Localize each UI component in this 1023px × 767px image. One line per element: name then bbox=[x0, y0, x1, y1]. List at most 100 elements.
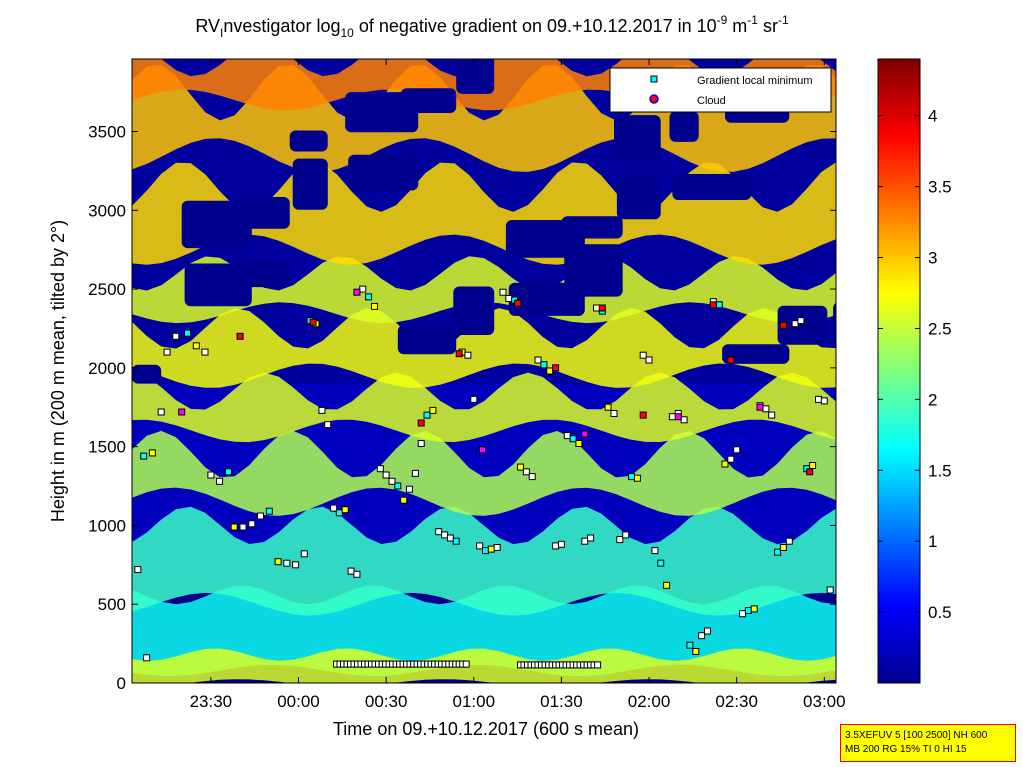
gradient-minimum-point bbox=[493, 544, 501, 551]
y-tick-label: 1500 bbox=[88, 438, 126, 457]
heat-gap bbox=[456, 59, 495, 94]
heat-layer-surface-yellow bbox=[132, 648, 836, 683]
cloud-point bbox=[756, 403, 764, 411]
gradient-minimum-point bbox=[581, 537, 589, 545]
gradient-minimum-point bbox=[230, 523, 238, 531]
gradient-minimum-point bbox=[826, 586, 834, 594]
settings-line-2: MB 200 RG 15% TI 0 HI 15 bbox=[845, 744, 967, 755]
gradient-minimum-point bbox=[733, 446, 741, 454]
gradient-minimum-point bbox=[257, 512, 264, 520]
gradient-minimum-point bbox=[657, 559, 665, 567]
gradient-minimum-point bbox=[184, 329, 191, 337]
gradient-minimum-point bbox=[505, 295, 513, 302]
gradient-minimum-point bbox=[552, 542, 560, 550]
gradient-minimum-point bbox=[283, 559, 291, 567]
gradient-minimum-point bbox=[633, 474, 641, 482]
gradient-minimum-point bbox=[540, 361, 548, 369]
cloud-point bbox=[455, 350, 463, 358]
legend-marker-gradient-min bbox=[650, 75, 658, 83]
gradient-minimum-point bbox=[762, 405, 770, 413]
gradient-minimum-point bbox=[546, 367, 554, 375]
gradient-minimum-point bbox=[522, 468, 530, 476]
colorbar-tick-label: 1.5 bbox=[928, 461, 952, 480]
heat-layer-boundary-green bbox=[132, 506, 836, 616]
legend-label-gradient-min: Gradient local minimum bbox=[697, 75, 813, 87]
y-tick-label: 500 bbox=[98, 595, 126, 614]
colorbar-ticks: 0.5 1 1.5 2 2.5 3 3.5 4 bbox=[878, 107, 952, 622]
gradient-minimum-point bbox=[441, 531, 449, 539]
gradient-minimum-point bbox=[715, 301, 723, 309]
legend: Gradient local minimum Cloud bbox=[609, 67, 832, 113]
gradient-minimum-point bbox=[517, 463, 524, 471]
plot-area: 23:30 00:00 00:30 01:00 01:30 02:00 02:30 03:00… bbox=[88, 58, 846, 711]
heat-gap bbox=[348, 154, 419, 191]
y-tick-label: 2500 bbox=[88, 280, 126, 299]
legend-label-cloud: Cloud bbox=[697, 95, 726, 107]
cloud-point bbox=[236, 332, 244, 340]
gradient-minimum-point bbox=[785, 537, 793, 545]
gradient-minimum-point bbox=[157, 408, 165, 416]
gradient-minimum-point bbox=[797, 317, 805, 325]
x-tick-label: 00:00 bbox=[277, 692, 320, 711]
cloud-point bbox=[639, 411, 647, 419]
gradient-minimum-point bbox=[774, 548, 782, 556]
gradient-minimum-point bbox=[365, 293, 373, 301]
colorbar-tick-label: 3 bbox=[928, 249, 937, 268]
heat-layer-layer-1400 bbox=[132, 430, 836, 516]
heat-gap bbox=[722, 344, 790, 364]
gradient-minimum-point bbox=[557, 540, 565, 548]
x-axis-label: Time on 09.+10.12.2017 (600 s mean) bbox=[333, 719, 639, 739]
heatmap-layers bbox=[132, 59, 836, 683]
x-tick-label: 01:00 bbox=[453, 692, 496, 711]
gradient-minimum-point bbox=[698, 632, 706, 640]
gradient-minimum-point bbox=[265, 507, 273, 515]
gradient-minimum-point bbox=[616, 536, 624, 544]
gradient-minimum-point bbox=[668, 413, 676, 421]
gradient-minimum-point bbox=[134, 566, 142, 573]
heat-gap bbox=[292, 158, 328, 210]
gradient-minimum-point bbox=[382, 471, 390, 479]
gradient-minimum-point bbox=[820, 397, 828, 405]
gradient-minimum-point bbox=[622, 531, 630, 539]
gradient-minimum-point bbox=[435, 528, 443, 536]
gradient-minimum-point bbox=[163, 348, 171, 356]
gradient-minimum-point bbox=[462, 660, 470, 668]
y-tick-label: 3000 bbox=[88, 201, 126, 220]
cloud-point bbox=[178, 408, 186, 416]
gradient-minimum-point bbox=[750, 605, 758, 613]
gradient-minimum-point bbox=[300, 550, 308, 558]
gradient-minimum-point bbox=[744, 607, 752, 614]
y-tick-label: 3500 bbox=[88, 122, 126, 141]
heat-gap bbox=[184, 263, 252, 307]
gradient-minimum-point bbox=[292, 561, 300, 569]
gradient-minimum-point bbox=[663, 581, 671, 589]
heat-layer-layer-1700 bbox=[132, 372, 836, 443]
gradient-minimum-point bbox=[686, 641, 694, 649]
gradient-minimum-point bbox=[651, 547, 659, 555]
heat-gap bbox=[345, 92, 419, 133]
gradient-minimum-point bbox=[318, 406, 326, 414]
marker-layer bbox=[134, 285, 834, 662]
gradient-minimum-point bbox=[143, 654, 151, 662]
gradient-minimum-point bbox=[768, 411, 776, 419]
gradient-minimum-point bbox=[482, 547, 489, 555]
gradient-minimum-point bbox=[639, 351, 647, 359]
heat-gap bbox=[505, 220, 585, 258]
gradient-minimum-point bbox=[353, 570, 361, 578]
gradient-minimum-point bbox=[224, 468, 232, 476]
x-tick-label: 02:30 bbox=[715, 692, 758, 711]
gradient-minimum-point bbox=[704, 627, 711, 635]
gradient-minimum-point bbox=[140, 452, 148, 460]
gradient-minimum-point bbox=[248, 520, 256, 528]
x-tick-label: 01:30 bbox=[540, 692, 583, 711]
gradient-minimum-point bbox=[446, 534, 454, 542]
heat-gap bbox=[508, 282, 585, 316]
y-tick-label: 2000 bbox=[88, 359, 126, 378]
y-tick-label: 0 bbox=[117, 674, 126, 693]
cloud-point bbox=[479, 446, 486, 454]
gradient-minimum-point bbox=[594, 661, 602, 669]
gradient-minimum-point bbox=[335, 509, 343, 517]
surface-minimum-lines bbox=[333, 660, 602, 669]
gradient-minimum-point bbox=[680, 416, 688, 424]
